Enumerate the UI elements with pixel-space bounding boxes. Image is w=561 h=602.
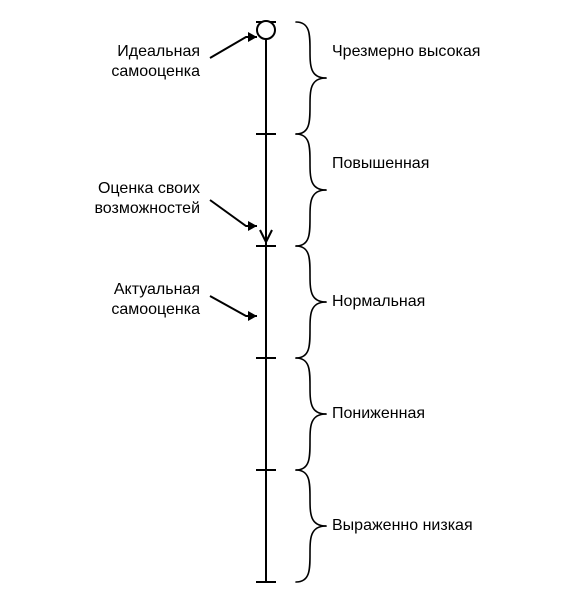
level-elevated-brace-lower bbox=[296, 190, 326, 246]
level-lowered-brace-upper bbox=[296, 358, 326, 414]
level-very-low-brace-upper bbox=[296, 470, 326, 526]
level-elevated-brace-upper bbox=[296, 134, 326, 190]
ideal-self-esteem-pointer-head bbox=[248, 32, 257, 42]
capabilities-estimate-label: Оценка своихвозможностей bbox=[20, 179, 200, 219]
level-normal-brace-upper bbox=[296, 246, 326, 302]
ideal-self-esteem-label-line1: Идеальная bbox=[20, 42, 200, 62]
level-very-low-brace-lower bbox=[296, 526, 326, 582]
level-lowered-label: Пониженная bbox=[332, 404, 425, 424]
level-lowered-brace-lower bbox=[296, 414, 326, 470]
level-extremely-high-brace-lower bbox=[296, 78, 326, 134]
self-esteem-scale-diagram: Чрезмерно высокая Повышенная Нормальная Пон… bbox=[0, 0, 561, 602]
level-normal-label: Нормальная bbox=[332, 292, 425, 312]
actual-self-esteem-pointer-head bbox=[248, 311, 257, 321]
actual-self-esteem-label: Актуальнаясамооценка bbox=[20, 280, 200, 320]
level-extremely-high-brace-upper bbox=[296, 22, 326, 78]
capabilities-estimate-label-line1: Оценка своих bbox=[20, 179, 200, 199]
ideal-self-esteem-label: Идеальнаясамооценка bbox=[20, 42, 200, 82]
capabilities-estimate-pointer-head bbox=[248, 221, 257, 231]
level-normal-brace-lower bbox=[296, 302, 326, 358]
ideal-self-esteem-label-line2: самооценка bbox=[20, 62, 200, 82]
level-elevated-label: Повышенная bbox=[332, 154, 429, 174]
capabilities-estimate-label-line2: возможностей bbox=[20, 199, 200, 219]
actual-self-esteem-label-line1: Актуальная bbox=[20, 280, 200, 300]
level-extremely-high-label: Чрезмерно высокая bbox=[332, 42, 480, 62]
ideal-marker-circle bbox=[257, 21, 275, 39]
actual-self-esteem-label-line2: самооценка bbox=[20, 300, 200, 320]
level-very-low-label: Выраженно низкая bbox=[332, 516, 473, 536]
